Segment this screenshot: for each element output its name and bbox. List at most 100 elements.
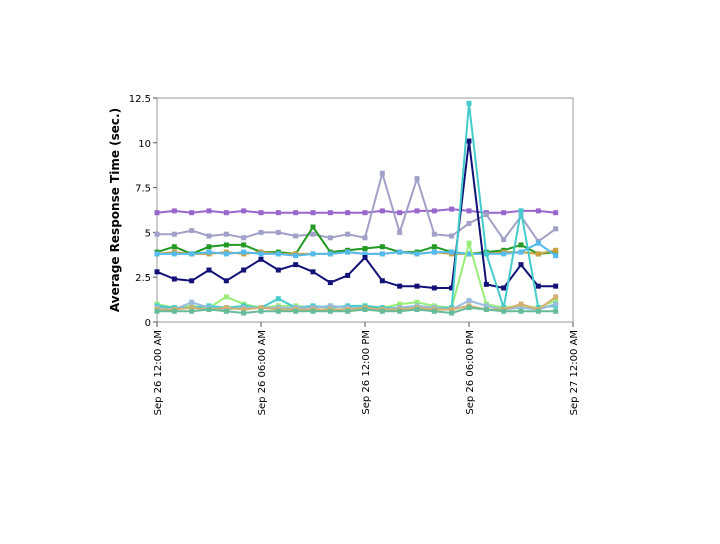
y-axis: 0 2.5 5 7.5 10 12.5 xyxy=(129,94,157,329)
data-point xyxy=(171,276,177,282)
data-point xyxy=(206,233,212,239)
data-point xyxy=(171,231,177,237)
data-point xyxy=(431,244,437,250)
data-point xyxy=(535,240,541,246)
data-point xyxy=(310,231,316,237)
data-point xyxy=(241,235,247,241)
series-layer xyxy=(154,100,559,316)
series-line xyxy=(157,242,557,257)
data-point xyxy=(345,308,351,314)
data-point xyxy=(518,301,524,307)
data-point xyxy=(414,299,420,305)
y-axis-label: Average Response Time (sec.) xyxy=(108,108,122,312)
data-point xyxy=(379,278,385,284)
data-point xyxy=(518,208,524,214)
data-point xyxy=(223,210,229,216)
data-point xyxy=(397,283,403,289)
data-point xyxy=(327,210,333,216)
data-point xyxy=(241,242,247,248)
data-point xyxy=(379,170,385,176)
data-point xyxy=(206,306,212,312)
data-point xyxy=(241,310,247,316)
data-point xyxy=(518,249,524,255)
data-point xyxy=(431,231,437,237)
data-point xyxy=(553,226,559,232)
data-point xyxy=(241,306,247,312)
data-point xyxy=(293,253,299,259)
data-point xyxy=(154,269,160,275)
data-point xyxy=(258,229,264,235)
data-point xyxy=(553,253,559,259)
data-point xyxy=(293,308,299,314)
data-point xyxy=(275,251,281,257)
data-point xyxy=(466,240,472,246)
data-point xyxy=(310,251,316,257)
data-point xyxy=(154,231,160,237)
x-tick-label: Sep 26 12:00 PM xyxy=(361,330,372,415)
data-point xyxy=(466,305,472,311)
data-point xyxy=(362,210,368,216)
series-2 xyxy=(154,170,559,244)
data-point xyxy=(379,308,385,314)
y-tick-label: 2.5 xyxy=(135,273,151,284)
data-point xyxy=(275,210,281,216)
data-point xyxy=(414,283,420,289)
x-tick-label: Sep 26 06:00 AM xyxy=(257,330,268,415)
data-point xyxy=(189,299,195,305)
data-point xyxy=(293,210,299,216)
data-point xyxy=(397,210,403,216)
series-line xyxy=(156,226,556,255)
series-line xyxy=(156,140,556,289)
data-point xyxy=(241,267,247,273)
data-point xyxy=(189,278,195,284)
data-point xyxy=(189,308,195,314)
data-point xyxy=(449,310,455,316)
data-point xyxy=(501,251,507,257)
data-point xyxy=(189,210,195,216)
data-point xyxy=(414,306,420,312)
data-point xyxy=(466,100,472,106)
x-axis: Sep 26 12:00 AM Sep 26 06:00 AM Sep 26 12:… xyxy=(153,322,580,415)
y-tick-label: 0 xyxy=(145,318,151,329)
data-point xyxy=(397,249,403,255)
data-point xyxy=(535,208,541,214)
data-point xyxy=(483,306,489,312)
data-point xyxy=(535,251,541,257)
data-point xyxy=(258,256,264,262)
data-point xyxy=(310,269,316,275)
x-tick-label: Sep 27 12:00 AM xyxy=(569,330,580,415)
data-point xyxy=(553,210,559,216)
data-point xyxy=(379,251,385,257)
data-point xyxy=(206,244,212,250)
data-point xyxy=(553,297,559,303)
data-point xyxy=(241,249,247,255)
data-point xyxy=(327,251,333,257)
data-point xyxy=(449,285,455,291)
data-point xyxy=(535,283,541,289)
data-point xyxy=(171,251,177,257)
data-point xyxy=(362,306,368,312)
data-point xyxy=(397,301,403,307)
series-6 xyxy=(154,138,559,291)
data-point xyxy=(223,308,229,314)
data-point xyxy=(362,246,368,252)
data-point xyxy=(206,249,212,255)
data-point xyxy=(483,211,489,217)
data-point xyxy=(553,294,559,300)
data-point xyxy=(189,251,195,257)
data-point xyxy=(466,220,472,226)
data-point xyxy=(223,242,229,248)
data-point xyxy=(362,254,368,260)
data-point xyxy=(414,251,420,257)
data-point xyxy=(362,251,368,257)
data-point xyxy=(535,308,541,314)
data-point xyxy=(275,267,281,273)
data-point xyxy=(518,262,524,268)
data-point xyxy=(431,208,437,214)
data-point xyxy=(501,210,507,216)
series-line xyxy=(157,172,557,243)
data-point xyxy=(223,305,229,311)
series-line xyxy=(157,306,556,314)
data-point xyxy=(518,242,524,248)
